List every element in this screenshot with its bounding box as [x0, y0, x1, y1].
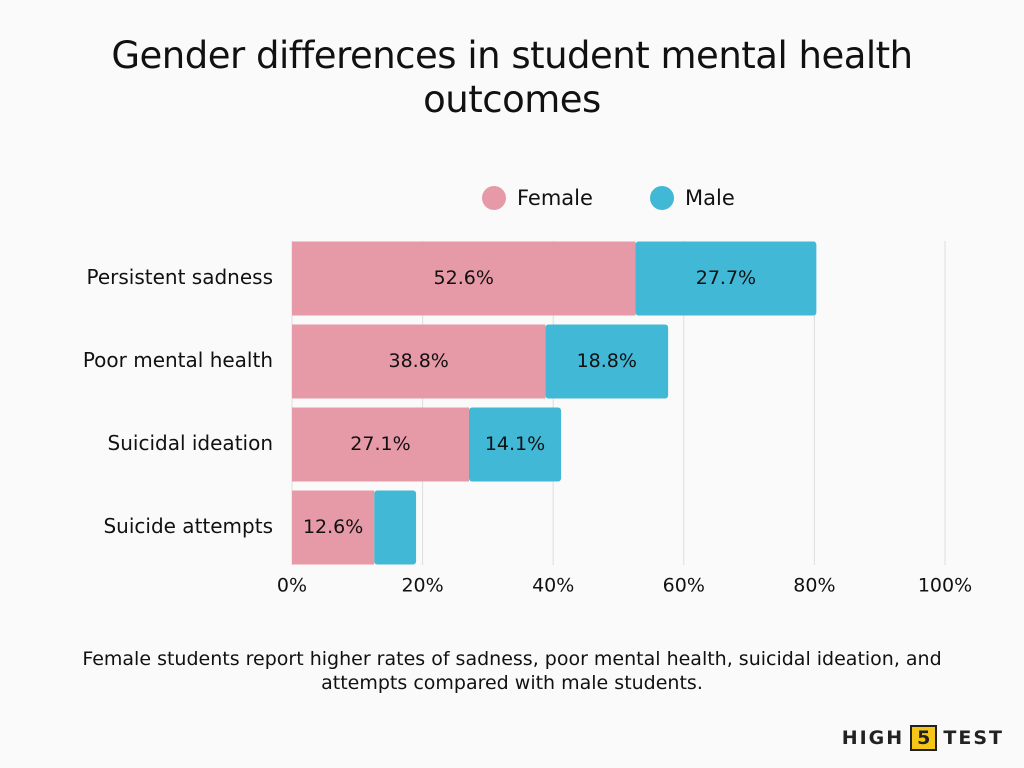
legend-label: Female [517, 186, 593, 210]
caption: Female students report higher rates of s… [82, 648, 942, 694]
x-tick-label: 40% [532, 575, 574, 597]
brand-text: TEST [943, 727, 1004, 749]
legend-swatch [482, 186, 506, 210]
value-label: 18.8% [577, 350, 637, 372]
bar-segment [292, 407, 469, 482]
y-tick-label: Persistent sadness [87, 265, 273, 289]
bar-segment [468, 407, 562, 482]
y-tick-label: Suicide attempts [103, 514, 273, 538]
bar-segment [635, 241, 817, 316]
brand-logo: HIGH 5 TEST [842, 725, 1004, 751]
value-label: 27.1% [350, 433, 410, 455]
bar-segment [545, 324, 669, 399]
x-tick-label: 20% [401, 575, 443, 597]
bar-segment [292, 324, 546, 399]
value-label: 12.6% [303, 516, 363, 538]
bar-segment [374, 490, 417, 565]
y-tick-label: Poor mental health [83, 348, 273, 372]
value-label: 14.1% [485, 433, 545, 455]
brand-text: HIGH [841, 727, 905, 749]
bar-segment [292, 490, 375, 565]
value-label: 52.6% [434, 267, 494, 289]
x-tick-label: 100% [918, 575, 972, 597]
value-label: 27.7% [696, 267, 756, 289]
y-tick-label: Suicidal ideation [108, 431, 273, 455]
legend-label: Male [685, 186, 735, 210]
x-tick-label: 60% [663, 575, 705, 597]
x-tick-label: 80% [793, 575, 835, 597]
x-tick-label: 0% [277, 575, 307, 597]
value-label: 38.8% [389, 350, 449, 372]
bar-segment [292, 241, 636, 316]
chart-title: Gender differences in student mental hea… [111, 34, 913, 121]
brand-text: 5 [910, 725, 938, 751]
legend-swatch [650, 186, 674, 210]
